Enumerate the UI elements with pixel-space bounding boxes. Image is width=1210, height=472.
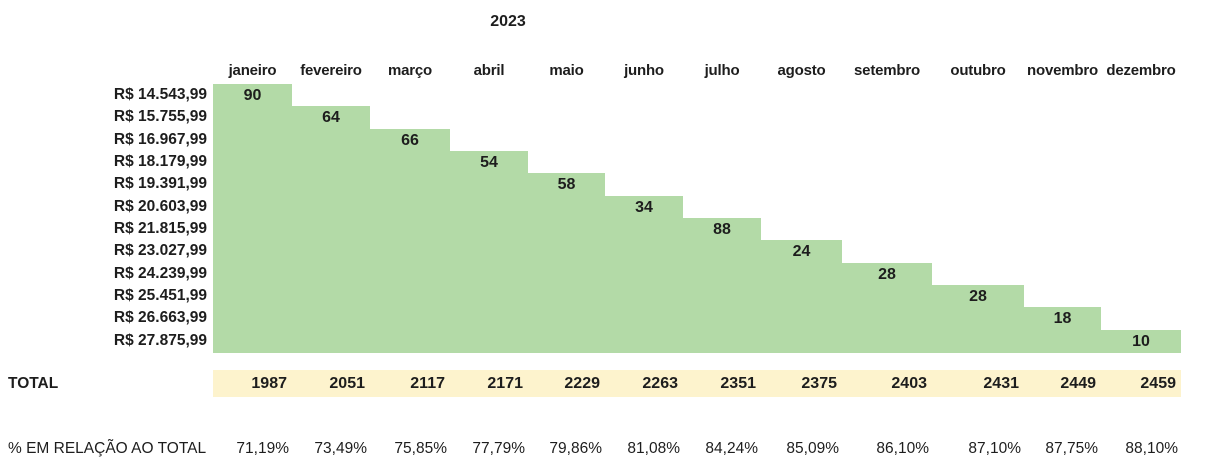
step-value-cell: 10 <box>1132 332 1150 350</box>
step-value-cell: 66 <box>401 131 419 149</box>
price-label: R$ 18.179,99 <box>113 153 207 171</box>
total-cell: 2375 <box>801 375 837 392</box>
price-label: R$ 26.663,99 <box>113 309 207 327</box>
price-label: R$ 19.391,99 <box>113 175 207 193</box>
price-label: R$ 25.451,99 <box>113 287 207 305</box>
step-value-cell: 24 <box>792 243 811 261</box>
green-step-bar <box>213 128 450 152</box>
step-value-cell: 34 <box>635 198 653 216</box>
total-band <box>213 370 1181 397</box>
green-step-bar <box>213 307 1101 331</box>
total-cell: 2351 <box>720 375 756 392</box>
green-step-bar <box>213 329 1181 353</box>
percent-cell: 85,09% <box>786 440 839 457</box>
step-value-cell: 54 <box>480 154 498 172</box>
month-header: setembro <box>854 62 920 79</box>
total-cell: 2403 <box>891 375 927 392</box>
total-cell: 2459 <box>1140 375 1176 392</box>
month-header: abril <box>473 62 505 79</box>
green-step-bar <box>213 262 932 286</box>
total-cell: 2229 <box>564 375 600 392</box>
green-step-bar <box>213 106 370 130</box>
total-label: TOTAL <box>8 375 59 392</box>
percent-cell: 75,85% <box>394 440 447 457</box>
percent-cell: 87,10% <box>968 440 1021 457</box>
step-value-cell: 90 <box>243 87 262 104</box>
percent-cell: 73,49% <box>314 440 367 457</box>
percent-cell: 81,08% <box>627 440 680 457</box>
month-header: agosto <box>777 62 826 79</box>
price-label: R$ 14.543,99 <box>113 86 207 103</box>
percent-cell: 88,10% <box>1125 440 1178 457</box>
green-step-bar <box>213 84 292 108</box>
price-label: R$ 16.967,99 <box>113 130 207 148</box>
month-header: novembro <box>1027 62 1098 79</box>
percent-cell: 86,10% <box>876 440 929 457</box>
total-cell: 2449 <box>1060 375 1096 392</box>
month-header: dezembro <box>1106 62 1176 79</box>
price-label: R$ 20.603,99 <box>113 197 207 215</box>
total-cell: 2263 <box>642 375 678 392</box>
step-value-cell: 88 <box>713 221 731 239</box>
step-value-cell: 58 <box>557 176 576 194</box>
price-label: R$ 21.815,99 <box>113 220 207 238</box>
percent-label: % EM RELAÇÃO AO TOTAL <box>8 440 207 457</box>
percent-cell: 71,19% <box>236 440 289 457</box>
total-cell: 1987 <box>251 375 287 392</box>
percent-cell: 87,75% <box>1045 440 1098 457</box>
green-step-bar <box>213 285 1024 309</box>
step-value-cell: 18 <box>1053 310 1072 328</box>
step-value-cell: 28 <box>969 288 987 306</box>
month-header: maio <box>549 62 584 79</box>
green-step-bar <box>213 151 528 175</box>
price-label: R$ 24.239,99 <box>113 264 207 282</box>
total-cell: 2051 <box>329 375 365 392</box>
month-header: outubro <box>950 62 1006 79</box>
step-value-cell: 28 <box>878 265 896 283</box>
total-cell: 2171 <box>487 375 523 392</box>
green-step-bar <box>213 173 605 197</box>
month-header: julho <box>704 62 740 79</box>
step-value-cell: 64 <box>322 109 340 127</box>
month-header: janeiro <box>228 62 277 79</box>
green-step-bar <box>213 218 761 242</box>
year-title: 2023 <box>490 13 526 30</box>
total-cell: 2117 <box>410 375 445 392</box>
price-label: R$ 27.875,99 <box>113 331 207 349</box>
month-header: março <box>387 62 433 79</box>
percent-cell: 79,86% <box>549 440 602 457</box>
month-header: fevereiro <box>300 62 362 79</box>
price-label: R$ 23.027,99 <box>113 242 207 260</box>
month-header: junho <box>624 62 664 79</box>
price-label: R$ 15.755,99 <box>113 108 207 126</box>
total-cell: 2431 <box>983 375 1019 392</box>
percent-cell: 77,79% <box>472 440 525 457</box>
green-step-bar <box>213 240 842 264</box>
green-step-bar <box>213 195 683 219</box>
percent-cell: 84,24% <box>705 440 758 457</box>
